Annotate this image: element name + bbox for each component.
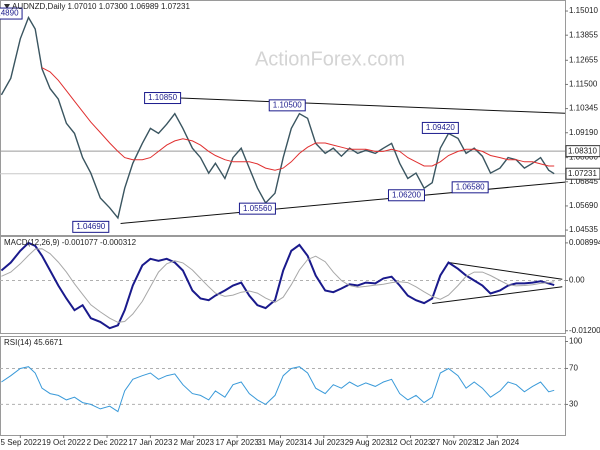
- price-label-box: [565, 167, 600, 180]
- y-tick-label: 0.008994: [569, 238, 600, 247]
- panel-title: AUDNZD,Daily 1.07010 1.07300 1.06989 1.0…: [12, 2, 190, 11]
- trendline: [432, 286, 563, 305]
- y-tick-label: 1.12655: [569, 55, 598, 64]
- x-tick-label: 31 May 2023: [257, 438, 304, 447]
- annotation-box: [0, 7, 23, 20]
- annotation-box: [268, 99, 306, 112]
- title-arrow: [4, 4, 10, 9]
- series-line: [1, 248, 555, 323]
- series-line: [41, 67, 555, 171]
- annotation-label: 1.09420: [426, 123, 455, 132]
- panel-title: RSI(14) 45.6671: [4, 338, 63, 347]
- x-tick-label: 17 Jan 2023: [128, 438, 173, 447]
- annotation-box: [144, 92, 182, 105]
- annotation-box: [421, 121, 459, 134]
- y-tick-label: 1.08000: [569, 153, 598, 162]
- x-tick-label: 14 Jul 2023: [303, 438, 345, 447]
- y-tick-label: 0.00: [569, 276, 585, 285]
- annotation-label: 1.06580: [456, 182, 485, 191]
- y-tick-label: 1.13855: [569, 30, 598, 39]
- price-label-box: [565, 145, 600, 158]
- annotation-box: [238, 202, 276, 215]
- y-tick-label: 100: [569, 337, 583, 346]
- series-line: [0, 241, 555, 330]
- y-tick-label: 1.10345: [569, 104, 598, 113]
- series-line: [0, 15, 555, 220]
- price-panel: [0, 0, 566, 236]
- x-tick-label: 5 Sep 2022: [1, 438, 42, 447]
- y-tick-label: 1.05690: [569, 201, 598, 210]
- x-tick-label: 27 Nov 2023: [431, 438, 477, 447]
- y-tick-label: 1.09190: [569, 128, 598, 137]
- y-tick-label: 1.06845: [569, 177, 598, 186]
- x-tick-label: 12 Jan 2024: [475, 438, 520, 447]
- x-tick-label: 19 Oct 2022: [42, 438, 86, 447]
- rsi-panel: [0, 336, 566, 436]
- trendline: [180, 97, 566, 114]
- y-tick-label: -0.012008: [569, 326, 600, 335]
- annotation-box: [387, 189, 425, 202]
- annotation-box: [451, 181, 489, 194]
- x-tick-label: 17 Apr 2023: [216, 438, 260, 447]
- annotation-label: 1.04690: [76, 222, 105, 231]
- annotation-label: 1.10850: [148, 93, 177, 102]
- x-tick-label: 2 Dec 2022: [87, 438, 128, 447]
- y-tick-label: 1.11500: [569, 80, 598, 89]
- trendline: [120, 181, 566, 224]
- y-tick-label: 1.04535: [569, 225, 598, 234]
- y-tick-label: 30: [569, 400, 578, 409]
- watermark: ActionForex.com: [255, 48, 405, 70]
- annotation-label: 1.10500: [273, 100, 302, 109]
- y-tick-label: 70: [569, 364, 578, 373]
- x-tick-label: 2 Mar 2023: [174, 438, 215, 447]
- x-tick-label: 29 Aug 2023: [345, 438, 390, 447]
- annotation-box: [72, 220, 110, 233]
- annotation-label: 1.05560: [243, 204, 272, 213]
- panel-title: MACD(12,26,9) -0.001077 -0.000312: [4, 238, 137, 247]
- macd-panel: [0, 236, 566, 334]
- annotation-label: 1.06200: [392, 190, 421, 199]
- x-tick-label: 12 Oct 2023: [389, 438, 433, 447]
- price-label: 1.08310: [568, 146, 597, 155]
- series-line: [1, 366, 555, 413]
- y-tick-label: 1.15010: [569, 6, 598, 15]
- trendline: [448, 262, 563, 280]
- price-label: 1.07231: [568, 169, 597, 178]
